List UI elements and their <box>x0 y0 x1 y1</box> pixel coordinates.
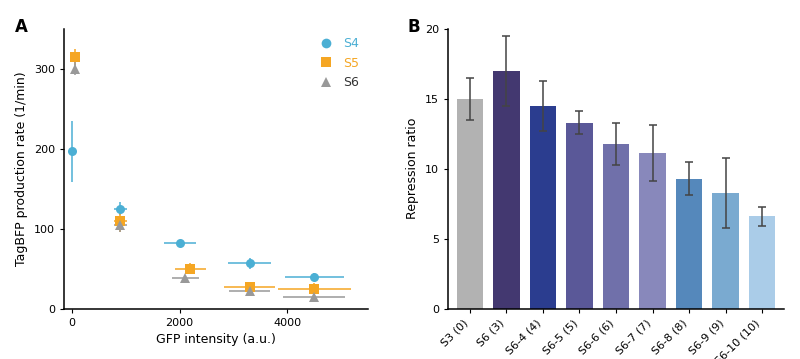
Bar <box>603 144 629 309</box>
Bar <box>676 178 702 309</box>
Bar <box>713 192 738 309</box>
Y-axis label: Repression ratio: Repression ratio <box>406 118 419 219</box>
Text: B: B <box>408 18 420 36</box>
Bar <box>639 153 666 309</box>
Bar <box>530 106 556 309</box>
Bar <box>749 216 775 309</box>
Text: A: A <box>15 18 28 36</box>
Legend: S4, S5, S6: S4, S5, S6 <box>310 35 362 92</box>
Y-axis label: TagBFP production rate (1/min): TagBFP production rate (1/min) <box>15 71 28 266</box>
X-axis label: GFP intensity (a.u.): GFP intensity (a.u.) <box>156 333 276 346</box>
Bar <box>457 99 483 309</box>
Bar <box>494 71 519 309</box>
Bar <box>566 122 593 309</box>
